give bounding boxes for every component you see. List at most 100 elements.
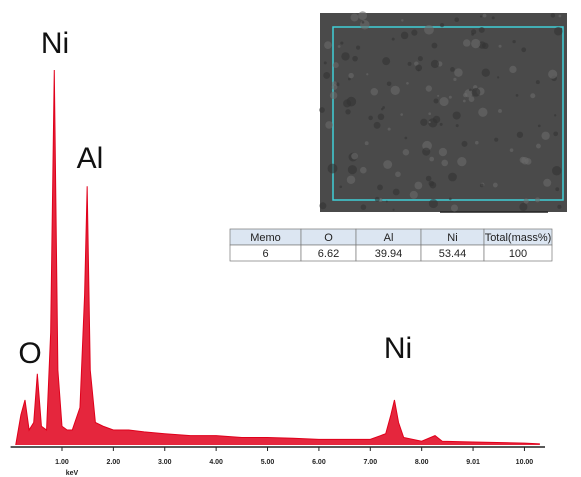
sem-grain [360,20,370,30]
x-axis-label: keV [66,470,79,477]
sem-grain [453,111,461,119]
sem-grain [433,116,440,123]
sem-grain [319,107,325,113]
sem-grain [480,184,484,188]
sem-grain [440,123,443,126]
sem-grain [516,94,519,97]
sem-grain [386,200,388,202]
sem-grain [352,56,358,62]
sem-grain [361,204,367,210]
sem-grain [480,15,482,17]
sem-grain [483,14,487,18]
sem-grain [429,199,438,208]
sem-grain [404,137,407,140]
sem-grain [472,88,481,97]
peak-label: Al [77,142,104,175]
sem-grain [457,157,466,166]
peak-label: Ni [384,332,412,365]
sem-grain [395,171,401,177]
sem-grain [530,93,535,98]
sem-grain [450,67,455,72]
x-tick-label: 6.00 [312,459,326,466]
sem-grain [358,11,367,20]
sem-grain [323,72,330,79]
sem-grain [551,13,556,18]
sem-grain [553,131,558,136]
header-text: O [324,232,333,244]
sem-grain [340,41,343,44]
sem-grain [339,185,342,188]
sem-grain [462,141,468,147]
sem-grain [415,64,422,71]
sem-grain [330,92,337,99]
header-text: Al [384,232,394,244]
sem-grain [381,108,384,111]
sem-grain [347,176,355,184]
sem-grain [437,95,439,97]
sem-grain [338,45,341,48]
cell-text: 39.94 [375,248,403,260]
sem-grain [453,78,456,81]
sem-grain [454,68,462,76]
sem-grain [543,179,551,187]
cell-text: 6 [262,248,268,260]
sem-grain [418,56,423,61]
sem-grain [434,98,439,103]
sem-grain [538,125,541,128]
sem-grain [378,113,385,120]
figure: 1.002.003.004.005.006.007.008.009.0110.0… [0,0,581,477]
sem-grain [440,23,444,27]
sem-grain [351,153,358,160]
sem-grain [341,52,349,60]
sem-grain [368,116,373,121]
x-tick-label: 3.00 [158,459,172,466]
sem-grain [365,141,369,145]
sem-grain [471,33,474,36]
sem-grain [498,109,502,113]
peak-label: Ni [41,27,69,60]
x-tick-label: 2.00 [107,459,121,466]
sem-grain [493,183,498,188]
sem-grain [393,189,400,196]
sem-grain [510,148,514,152]
sem-grain [554,114,556,116]
sem-grain [406,82,409,85]
sem-grain [392,209,394,211]
sem-grain [400,113,403,116]
sem-grain [536,80,540,84]
sem-grain [411,30,417,36]
sem-grain [497,76,499,78]
sem-grain [429,181,435,187]
sem-grain [559,15,562,18]
sem-grain [428,112,431,115]
sem-grain [403,149,409,155]
sem-grain [401,32,408,39]
sem-grain [552,166,561,175]
header-text: Total(mass%) [485,232,552,244]
sem-grain [410,191,418,199]
cell-text: 6.62 [318,248,339,260]
sem-grain [478,108,487,117]
sem-grain [451,204,458,211]
sem-grain [333,62,339,68]
sem-grain [469,96,475,102]
sem-grain [439,148,447,156]
sem-grain [426,176,432,182]
sem-grain [475,141,479,145]
sem-grain [401,19,403,21]
sem-grain [345,109,350,114]
sem-grain [429,157,434,162]
sem-grain [351,13,359,21]
sem-grain [343,99,351,107]
sem-grain [441,160,448,167]
cell-text: 100 [509,248,527,260]
sem-grain [324,41,332,49]
sem-grain [392,38,395,41]
sem-grain [512,40,515,43]
sem-grain [328,164,338,174]
sem-grain [348,73,353,78]
sem-grain [366,73,368,75]
sem-grain [541,132,549,140]
sem-grain [535,197,540,202]
sem-grain [375,197,380,202]
